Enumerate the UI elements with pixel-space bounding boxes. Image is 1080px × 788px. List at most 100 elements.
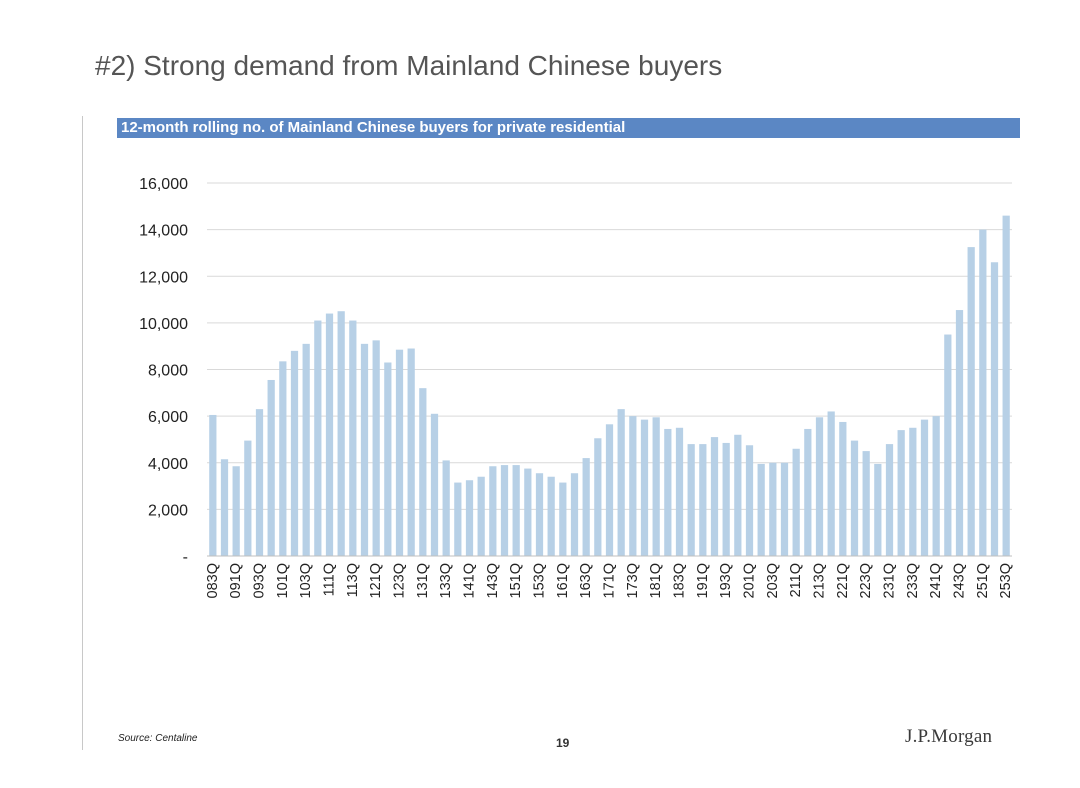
- x-tick-label: 183Q: [672, 563, 688, 598]
- chart-header: 12-month rolling no. of Mainland Chinese…: [117, 118, 1020, 138]
- bar-243Q: [955, 310, 964, 556]
- x-tick-label: 121Q: [368, 563, 384, 598]
- bar-114Q: [360, 343, 369, 556]
- bar-171Q: [605, 424, 614, 556]
- bar-183Q: [675, 427, 684, 556]
- y-tick-label: 8,000: [148, 363, 188, 380]
- x-tick-label: 223Q: [858, 563, 874, 598]
- bar-191Q: [699, 444, 707, 556]
- x-tick-label: 091Q: [228, 563, 244, 598]
- y-tick-label: 2,000: [148, 502, 188, 519]
- bar-142Q: [477, 476, 485, 556]
- bar-131Q: [419, 388, 427, 556]
- bar-152Q: [524, 468, 532, 556]
- bar-184Q: [687, 444, 695, 556]
- jpmorgan-logo: J.P.Morgan: [905, 726, 993, 747]
- bar-203Q: [769, 462, 777, 556]
- x-tick-label: 083Q: [205, 563, 221, 598]
- bar-093Q: [255, 409, 264, 556]
- bar-113Q: [349, 320, 357, 556]
- bar-194Q: [734, 434, 742, 556]
- bar-241Q: [932, 416, 940, 556]
- bar-172Q: [617, 409, 625, 556]
- x-tick-label: 131Q: [415, 563, 431, 598]
- bar-201Q: [745, 445, 754, 556]
- y-tick-label: 6,000: [148, 409, 188, 426]
- bar-112Q: [337, 311, 345, 556]
- x-tick-label: 173Q: [625, 563, 641, 598]
- source-note: Source: Centaline: [118, 733, 198, 744]
- bar-102Q: [290, 350, 299, 556]
- x-tick-label: 151Q: [508, 563, 524, 598]
- bar-104Q: [314, 320, 322, 556]
- bar-204Q: [780, 462, 789, 556]
- bar-083Q: [209, 414, 217, 556]
- left-divider: [82, 116, 83, 750]
- x-tick-label: 111Q: [322, 563, 338, 596]
- x-tick-label: 163Q: [578, 563, 594, 598]
- x-tick-label: 203Q: [765, 563, 781, 598]
- bar-212Q: [804, 428, 812, 556]
- bar-092Q: [244, 440, 252, 556]
- bar-123Q: [395, 349, 404, 556]
- bar-134Q: [454, 482, 462, 556]
- bar-154Q: [547, 476, 555, 556]
- x-tick-label: 181Q: [648, 563, 664, 598]
- x-tick-label: 123Q: [392, 563, 408, 598]
- x-tick-label: 233Q: [905, 563, 921, 598]
- x-tick-label: 221Q: [835, 563, 851, 598]
- x-tick-label: 143Q: [485, 563, 501, 598]
- x-tick-label: 113Q: [345, 563, 361, 597]
- x-tick-label: 101Q: [275, 563, 291, 598]
- x-tick-label: 153Q: [532, 563, 548, 598]
- bar-132Q: [430, 413, 439, 556]
- bar-111Q: [325, 313, 334, 556]
- bar-224Q: [874, 463, 882, 556]
- bar-164Q: [594, 438, 602, 556]
- x-tick-label: 193Q: [718, 563, 734, 598]
- bar-202Q: [757, 463, 765, 556]
- x-tick-label: 201Q: [742, 563, 758, 598]
- bar-101Q: [279, 361, 287, 556]
- bar-121Q: [372, 340, 380, 556]
- bar-211Q: [792, 448, 800, 556]
- bar-242Q: [944, 334, 952, 556]
- bar-103Q: [302, 343, 310, 556]
- bar-122Q: [384, 362, 392, 556]
- x-tick-label: 191Q: [695, 563, 711, 598]
- bar-192Q: [710, 437, 719, 556]
- x-tick-label: 251Q: [975, 563, 991, 598]
- bar-234Q: [920, 419, 929, 556]
- y-tick-label: 4,000: [148, 456, 188, 473]
- y-tick-label: 12,000: [139, 269, 188, 286]
- bar-163Q: [582, 458, 590, 556]
- bar-174Q: [640, 419, 649, 556]
- bar-223Q: [862, 451, 870, 556]
- bar-094Q: [267, 379, 275, 556]
- bar-244Q: [967, 247, 975, 556]
- bar-162Q: [570, 473, 579, 556]
- bar-124Q: [407, 348, 415, 556]
- bar-251Q: [979, 229, 987, 556]
- bar-143Q: [489, 466, 497, 556]
- bar-181Q: [652, 417, 660, 556]
- x-tick-label: 161Q: [555, 563, 571, 598]
- bar-213Q: [815, 417, 824, 556]
- y-tick-label: 14,000: [139, 223, 188, 240]
- bar-133Q: [442, 460, 450, 556]
- bar-091Q: [232, 466, 240, 556]
- bar-233Q: [909, 427, 917, 556]
- x-tick-label: 243Q: [952, 563, 968, 598]
- x-tick-label: 171Q: [602, 563, 618, 598]
- x-tick-label: 253Q: [998, 563, 1014, 598]
- bar-232Q: [897, 430, 905, 556]
- bar-153Q: [535, 473, 544, 556]
- x-tick-label: 231Q: [882, 563, 898, 598]
- bar-214Q: [827, 411, 835, 556]
- page-title: #2) Strong demand from Mainland Chinese …: [95, 50, 723, 81]
- bar-253Q: [1002, 215, 1010, 556]
- x-tick-label: 103Q: [298, 563, 314, 598]
- bar-231Q: [885, 444, 894, 556]
- bar-173Q: [629, 416, 637, 556]
